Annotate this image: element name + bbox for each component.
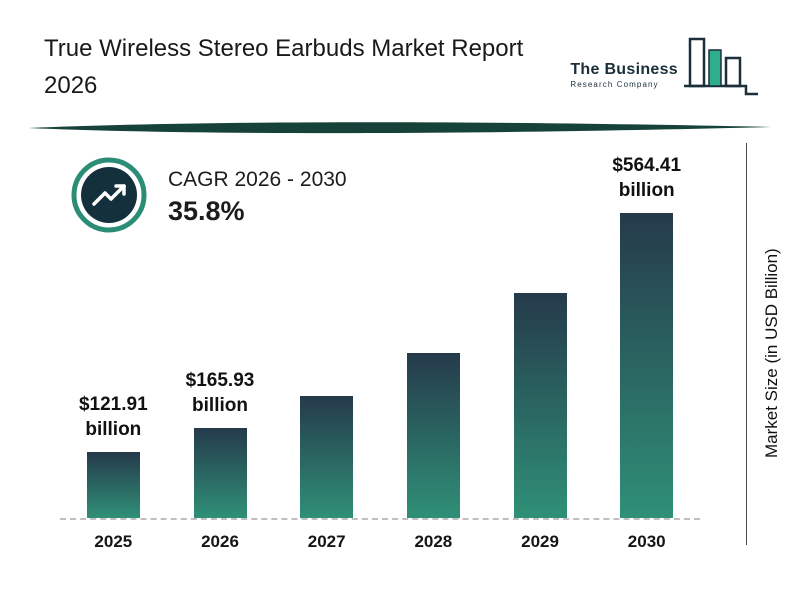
bar-value-label: $165.93 billion: [185, 369, 255, 417]
cagr-value: 35.8%: [168, 196, 245, 226]
header: True Wireless Stereo Earbuds Market Repo…: [44, 30, 760, 104]
bar-2026: [193, 428, 247, 518]
x-tick-label: 2028: [414, 532, 453, 551]
x-tick-label: 2025: [94, 532, 133, 551]
bar-chart: $121.91 billion $165.93 billion $564.41 billi…: [60, 140, 700, 556]
bar-column: $165.93 billion: [167, 368, 274, 518]
x-tick-label: 2030: [627, 532, 666, 551]
cagr-badge: CAGR 2026 - 2030 35.8%: [70, 156, 347, 239]
bar-value-label: $564.41 billion: [612, 154, 682, 202]
x-axis-ticks: 2025 2026 2027 2028 2029 2030: [60, 520, 700, 552]
y-axis-label: Market Size (in USD Billion): [762, 248, 781, 458]
company-logo: The Business Research Company: [570, 36, 760, 103]
logo-subtitle: Research Company: [570, 80, 659, 89]
bar-column: [273, 396, 380, 518]
bar-2027: [300, 396, 354, 518]
x-tick-label: 2026: [201, 532, 239, 551]
bar-column: $121.91 billion: [60, 392, 167, 518]
plot-area: $121.91 billion $165.93 billion $564.41 billi…: [60, 140, 700, 520]
bar-column: [380, 353, 487, 518]
bar-column: $564.41 billion: [593, 153, 700, 518]
bar-2028: [406, 353, 460, 518]
cagr-text: CAGR 2026 - 2030 35.8%: [168, 168, 347, 227]
bar-value-label: $121.91 billion: [78, 393, 148, 441]
logo-text: The Business Research Company: [570, 61, 678, 103]
divider-line: [0, 120, 800, 136]
bar-2029: [513, 293, 567, 518]
cagr-label: CAGR 2026 - 2030: [168, 168, 347, 191]
bar-column: [487, 293, 594, 518]
logo-name: The Business: [570, 61, 678, 78]
logo-bars-icon: [682, 36, 760, 103]
page-title: True Wireless Stereo Earbuds Market Repo…: [44, 35, 524, 100]
bar-2025: [86, 452, 140, 518]
x-tick-label: 2029: [521, 532, 559, 551]
bar-2030: [620, 213, 674, 518]
growth-arrow-icon: [70, 156, 148, 239]
y-axis-line: [745, 143, 747, 545]
x-tick-label: 2027: [307, 532, 346, 551]
